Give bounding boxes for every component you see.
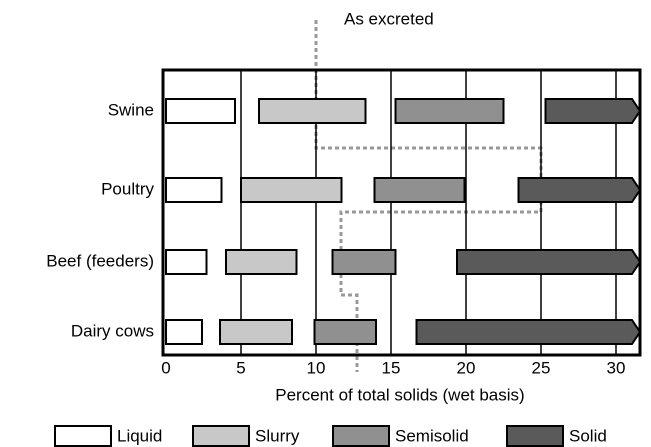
bar <box>165 249 208 275</box>
plot-frame <box>161 68 642 357</box>
bar <box>394 98 505 124</box>
bar <box>456 249 642 275</box>
annotation: As excreted <box>344 9 434 28</box>
bar <box>544 98 642 124</box>
x-tick-label: 10 <box>307 358 326 377</box>
x-tick-label: 20 <box>457 358 476 377</box>
bar <box>517 177 642 203</box>
bar <box>258 98 367 124</box>
bar <box>165 319 203 345</box>
legend-swatch <box>54 425 112 447</box>
x-axis-label: Percent of total solids (wet basis) <box>275 385 524 404</box>
y-tick-label: Poultry <box>101 179 154 198</box>
legend-label: Solid <box>569 426 607 445</box>
legend-swatch <box>506 425 564 447</box>
y-tick-label: Beef (feeders) <box>46 251 154 270</box>
bar <box>165 98 236 124</box>
legend-label: Semisolid <box>395 426 469 445</box>
y-tick-label: Swine <box>108 100 154 119</box>
bar <box>313 319 377 345</box>
legend-swatch <box>332 425 390 447</box>
bar <box>415 319 642 345</box>
x-tick-label: 15 <box>382 358 401 377</box>
x-tick-label: 0 <box>161 358 170 377</box>
x-tick-label: 25 <box>532 358 551 377</box>
bar <box>225 249 298 275</box>
bar <box>331 249 397 275</box>
y-tick-label: Dairy cows <box>71 321 154 340</box>
legend-swatch <box>192 425 250 447</box>
legend-label: Liquid <box>117 426 162 445</box>
x-tick-label: 30 <box>607 358 626 377</box>
x-tick-label: 5 <box>236 358 245 377</box>
legend-label: Slurry <box>255 426 300 445</box>
bar <box>165 177 223 203</box>
bar <box>219 319 293 345</box>
bar <box>373 177 466 203</box>
bar <box>240 177 343 203</box>
